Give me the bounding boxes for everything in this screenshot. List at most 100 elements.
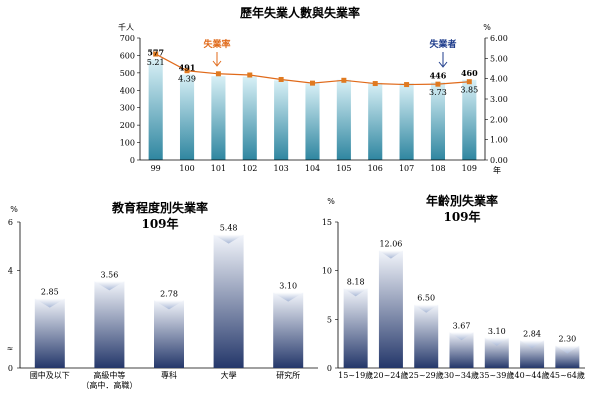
age-bar-cap (449, 332, 474, 341)
education-tick-label: 4 (8, 267, 13, 276)
education-chart-title: 教育程度別失業率 (111, 200, 208, 215)
trend-bar (336, 79, 351, 160)
trend-rate-marker (278, 76, 284, 82)
age-bar-cap (555, 345, 580, 354)
age-tick-label: 5 (327, 315, 332, 324)
trend-x-tick-label: 105 (336, 164, 351, 173)
trend-rate-marker (466, 79, 472, 85)
age-bar-cap (378, 250, 403, 259)
trend-bar-data-label: 460 (461, 68, 478, 78)
education-chart-subtitle: 109年 (141, 216, 178, 231)
trend-x-tick-label: 104 (305, 164, 320, 173)
trend-chart: 歷年失業人數與失業率 千人 % 年 失業率 失業者 0 100 200 300 400 5… (118, 5, 508, 175)
age-bar (343, 288, 368, 368)
trend-bar (430, 82, 446, 160)
age-category-label: 40~44歲 (515, 370, 550, 380)
trend-x-unit: 年 (493, 165, 501, 175)
trend-rate-data-label: 3.85 (460, 86, 478, 95)
education-category-label: 研究所 (276, 370, 300, 380)
trend-right-tick-label: 1.00 (490, 136, 508, 145)
trend-x-tick-label: 100 (179, 164, 194, 173)
education-unit: % (10, 205, 18, 214)
trend-bar (305, 83, 320, 160)
education-data-label: 2.78 (160, 289, 178, 298)
trend-x-tick-label: 107 (399, 164, 414, 173)
age-chart-subtitle: 109年 (443, 209, 480, 224)
age-bar (378, 250, 403, 368)
age-tick-label: 15 (322, 218, 332, 227)
trend-left-tick-label: 300 (120, 104, 135, 113)
age-data-label: 3.10 (488, 327, 506, 336)
trend-rate-marker (341, 77, 347, 83)
trend-right-tick-label: 4.00 (490, 75, 508, 84)
age-data-label: 2.30 (558, 335, 576, 344)
trend-rate-marker (184, 68, 190, 74)
trend-left-tick-label: 700 (120, 34, 135, 43)
trend-bar (399, 83, 414, 160)
age-bar (555, 345, 580, 368)
education-category-label: 專科 (161, 370, 177, 380)
age-category-label: 35~39歲 (479, 370, 514, 380)
age-category-label: 20~24歲 (373, 370, 408, 380)
trend-bar (462, 79, 477, 160)
age-data-label: 6.50 (417, 294, 435, 303)
age-data-label: 2.84 (523, 329, 541, 338)
trend-bar (368, 82, 383, 160)
trend-rate-marker (435, 81, 441, 87)
age-data-label: 12.06 (379, 240, 402, 249)
trend-left-unit: 千人 (118, 22, 134, 32)
trend-rate-marker (404, 82, 410, 88)
trend-x-tick-label: 103 (273, 164, 288, 173)
age-bar-cap (520, 340, 545, 349)
age-data-label: 3.67 (453, 321, 471, 330)
education-data-label: 5.48 (220, 224, 238, 233)
trend-bar (148, 59, 163, 160)
education-category-label: 高級中等 (93, 370, 125, 380)
education-bar-cap (213, 234, 244, 244)
trend-right-tick-label: 0.00 (490, 156, 508, 165)
age-chart-title: 年齡別失業率 (426, 193, 498, 208)
trend-x-tick-label: 108 (430, 164, 445, 173)
trend-x-tick-label: 102 (242, 164, 257, 173)
age-bar (414, 304, 439, 368)
education-bar (273, 292, 304, 368)
trend-rate-marker (372, 81, 378, 87)
education-bar-cap (34, 298, 65, 308)
trend-x-tick-label: 99 (151, 164, 161, 173)
age-tick-label: 0 (327, 364, 332, 373)
education-axis-break: ≈ (7, 344, 14, 353)
annotation-unemployed: 失業者 (429, 38, 456, 50)
trend-bar (242, 76, 257, 160)
education-bar (154, 300, 184, 368)
trend-left-tick-label: 200 (120, 121, 135, 130)
trend-rate-data-label: 3.73 (429, 88, 447, 97)
trend-rate-marker (153, 51, 159, 57)
trend-x-tick-label: 101 (211, 164, 226, 173)
age-category-label: 15~19歲 (338, 370, 373, 380)
annotation-rate: 失業率 (203, 38, 230, 50)
annotation-rate-arrow (212, 52, 222, 67)
trend-bar-data-label: 491 (179, 62, 196, 72)
education-tick-label: 6 (8, 218, 13, 227)
education-bar-cap (94, 281, 125, 291)
trend-left-tick-label: 400 (120, 86, 135, 95)
age-bar-cap (414, 304, 439, 313)
education-category-label: 國中及以下 (30, 370, 70, 380)
age-chart: 年齡別失業率 109年 % 0 5 10 15 8.18 15~19歲 12.06 20~24… (322, 193, 585, 380)
education-tick-label: 0 (8, 364, 13, 373)
education-chart: 教育程度別失業率 109年 % ≈ 0 4 6 2.85 國中及以下 3.56 高級中等 2.… (7, 200, 318, 390)
age-bar-cap (343, 288, 368, 297)
trend-bar (179, 74, 195, 160)
trend-left-tick-label: 500 (120, 69, 135, 78)
education-bar-cap (273, 292, 304, 302)
education-bar (94, 281, 125, 368)
trend-bar (211, 76, 226, 160)
trend-rate-data-label: 5.21 (147, 58, 165, 67)
education-bar (34, 298, 65, 368)
education-category-sublabel: （高中．高職） (81, 380, 137, 390)
trend-right-unit: % (483, 23, 491, 32)
trend-chart-title: 歷年失業人數與失業率 (240, 5, 360, 20)
education-category-label: 大學 (221, 370, 237, 380)
trend-rate-marker (247, 72, 253, 78)
trend-right-tick-label: 3.00 (490, 95, 508, 104)
